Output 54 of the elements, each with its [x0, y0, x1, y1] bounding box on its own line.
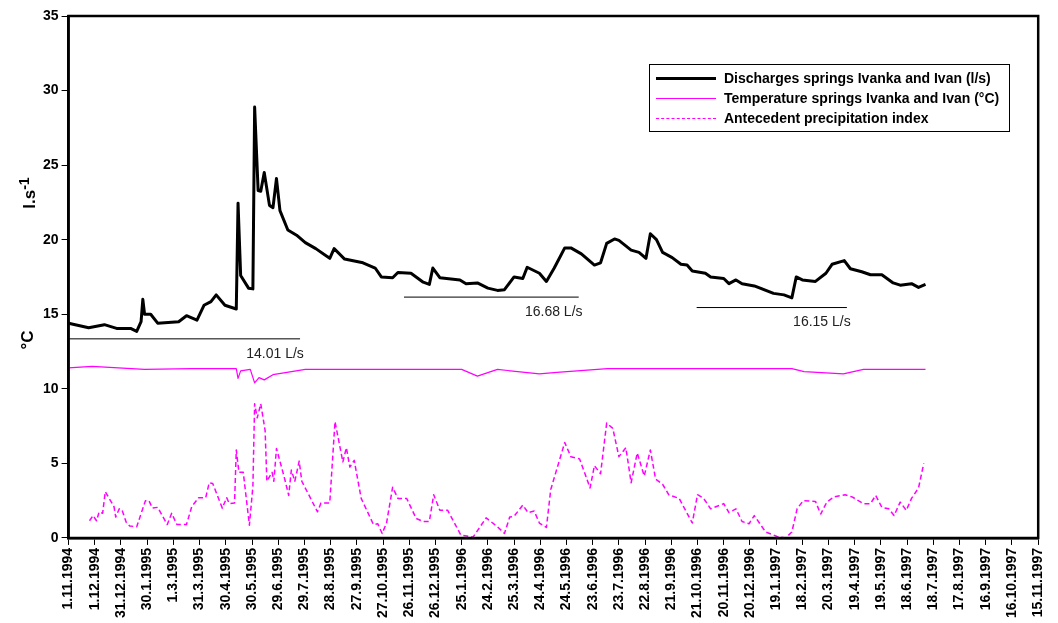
x-tick-label: 18.7.1997: [924, 547, 941, 611]
x-tick-label: 29.6.1995: [269, 547, 286, 611]
y-tick-label: 15: [42, 305, 59, 322]
y-tick-label: 0: [50, 528, 59, 545]
y-tick-label: 10: [42, 379, 59, 396]
y-tick-label: 5: [50, 454, 59, 471]
y-tick-label: 20: [42, 230, 59, 247]
legend-label: Temperature springs Ivanka and Ivan (°C): [723, 90, 1000, 106]
x-tick-label: 24.5.1996: [557, 547, 574, 611]
x-tick-label: 23.6.1996: [583, 547, 600, 611]
x-tick-label: 17.8.1997: [950, 547, 967, 611]
x-tick-label: 21.10.1996: [688, 547, 705, 619]
x-tick-label: 25.1.1996: [452, 547, 469, 611]
x-tick-label: 23.7.1996: [609, 547, 626, 611]
y-tick-label: 25: [42, 155, 59, 172]
x-tick-label: 21.9.1996: [662, 547, 679, 611]
x-tick-label: 16.10.1997: [1002, 547, 1019, 619]
x-tick-label: 22.8.1996: [635, 547, 652, 611]
x-tick-label: 1.11.1994: [59, 547, 76, 610]
annotation: 14.01 L/s: [246, 344, 304, 361]
x-tick-label: 20.3.1997: [819, 547, 836, 611]
x-tick-label: 26.12.1995: [426, 547, 443, 619]
x-tick-label: 30.5.1995: [242, 547, 259, 611]
x-tick-label: 19.5.1997: [871, 547, 888, 611]
x-tick-label: 24.2.1996: [478, 547, 495, 611]
x-tick-label: 20.11.1996: [714, 547, 731, 618]
legend-label: Discharges springs Ivanka and Ivan (l/s): [723, 70, 991, 86]
x-tick-label: 20.12.1996: [740, 547, 757, 619]
x-tick-label: 30.4.1995: [216, 547, 233, 611]
x-tick-label: 24.4.1996: [531, 547, 548, 611]
annotation: 16.68 L/s: [524, 302, 583, 319]
x-tick-label: 16.9.1997: [976, 547, 993, 611]
x-tick-label: 18.2.1997: [793, 547, 810, 611]
x-tick-label: 1.3.1995: [164, 547, 181, 603]
x-tick-label: 29.7.1995: [295, 547, 312, 611]
y-tick-label: 35: [42, 6, 59, 23]
x-tick-label: 26.11.1995: [400, 547, 417, 618]
x-tick-label: 30.1.1995: [138, 547, 155, 611]
x-tick-label: 31.12.1994: [111, 547, 128, 619]
x-tick-label: 25.3.1996: [504, 547, 521, 611]
x-tick-label: 27.9.1995: [347, 547, 364, 611]
x-tick-label: 18.6.1997: [898, 547, 915, 611]
x-tick-label: 31.3.1995: [190, 547, 207, 611]
line-series: [88, 402, 925, 538]
x-tick-label: 1.12.1994: [85, 547, 102, 611]
x-tick-label: 19.1.1997: [767, 547, 783, 611]
x-tick-label: 28.8.1995: [321, 547, 338, 611]
x-tick-label: 15.11.1997: [1029, 547, 1046, 618]
annotation: 16.15 L/s: [793, 313, 851, 330]
x-tick-label: 27.10.1995: [373, 547, 390, 619]
text: °C: [18, 330, 38, 350]
y-tick-label: 30: [42, 81, 59, 98]
legend-label: Antecedent precipitation index: [723, 110, 929, 126]
x-tick-label: 19.4.1997: [845, 547, 862, 611]
